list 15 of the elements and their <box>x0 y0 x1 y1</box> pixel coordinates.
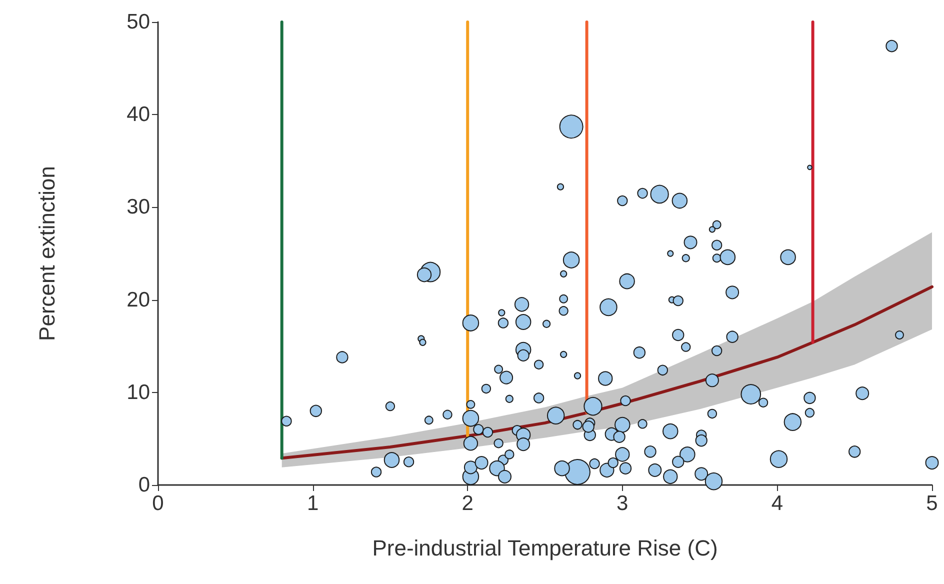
x-axis-title: Pre-industrial Temperature Rise (C) <box>372 536 718 560</box>
y-tick-label: 0 <box>138 474 150 496</box>
line-series <box>280 285 934 460</box>
x-tick-label: 5 <box>926 492 938 515</box>
y-tick-label: 50 <box>126 10 150 34</box>
x-tick-label: 0 <box>152 492 164 515</box>
y-tick-label: 40 <box>126 103 150 126</box>
y-tick-label: 10 <box>126 380 150 404</box>
y-tick-label: 20 <box>126 288 150 312</box>
x-tick-label: 3 <box>616 492 628 515</box>
y-axis-title: Percent extinction <box>34 166 60 341</box>
x-tick-label: 4 <box>771 492 784 515</box>
y-tick-label: 30 <box>126 196 150 219</box>
x-tick-label: 2 <box>462 492 474 515</box>
x-tick-label: 1 <box>306 492 319 515</box>
